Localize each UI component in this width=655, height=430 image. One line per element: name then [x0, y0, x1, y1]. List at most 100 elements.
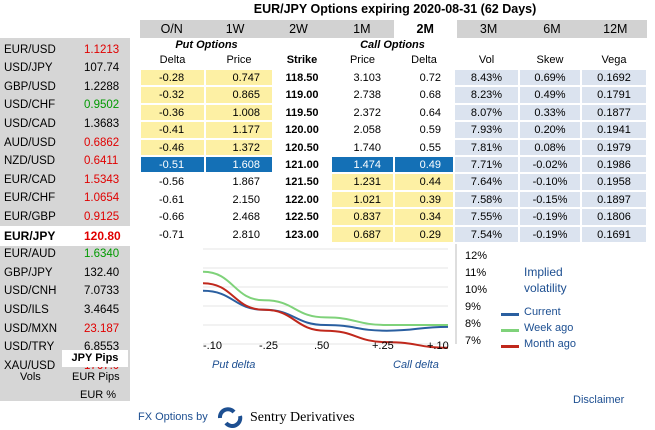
table-cell[interactable]: 120.50	[273, 138, 331, 156]
table-cell[interactable]: 2.738	[331, 86, 394, 104]
table-cell[interactable]: 0.72	[394, 69, 454, 87]
pair-row-eur-gbp[interactable]: EUR/GBP 0.9125	[0, 207, 130, 226]
table-cell[interactable]: 119.50	[273, 103, 331, 122]
pair-price: 0.9125	[84, 210, 120, 223]
table-cell[interactable]: 0.29	[394, 225, 454, 243]
table-cell: -0.19%	[519, 208, 581, 226]
table-cell[interactable]: -0.46	[140, 138, 205, 156]
table-cell[interactable]: 1.177	[205, 121, 273, 139]
implied-vol-chart	[195, 244, 465, 354]
column-header-vol: Vol	[478, 54, 495, 66]
pair-row-eur-usd[interactable]: EUR/USD 1.1213	[0, 40, 130, 59]
tab-12m[interactable]: 12M	[603, 22, 628, 36]
table-cell[interactable]: 118.50	[273, 69, 331, 87]
table-cell[interactable]: 1.608	[205, 156, 273, 174]
series-line-current	[202, 289, 449, 332]
table-cell[interactable]: 0.59	[394, 121, 454, 139]
table-cell[interactable]: 1.008	[205, 103, 273, 122]
table-cell[interactable]: 1.021	[331, 190, 394, 209]
pair-price: 0.9502	[84, 99, 120, 112]
table-cell[interactable]: -0.28	[140, 69, 205, 87]
tab-2w[interactable]: 2W	[289, 22, 308, 36]
table-cell[interactable]: 1.740	[331, 138, 394, 156]
call-options-header: Call Options	[360, 39, 425, 51]
table-cell[interactable]: -0.51	[140, 156, 205, 174]
table-cell[interactable]: -0.71	[140, 225, 205, 243]
pair-row-usd-chf[interactable]: USD/CHF 0.9502	[0, 96, 130, 115]
table-cell[interactable]: 0.44	[394, 173, 454, 191]
table-cell[interactable]: -0.36	[140, 103, 205, 122]
table-cell[interactable]: 122.00	[273, 190, 331, 209]
table-cell: 7.71%	[454, 156, 519, 174]
y-tick-label: 9%	[465, 301, 481, 313]
pair-price: 1.1213	[84, 43, 120, 56]
table-cell[interactable]: 121.00	[273, 156, 331, 174]
table-cell[interactable]: -0.56	[140, 173, 205, 191]
tab-1w[interactable]: 1W	[225, 22, 245, 36]
table-cell[interactable]: 3.103	[331, 69, 394, 87]
call-delta-label: Call delta	[393, 359, 439, 371]
table-cell[interactable]: 121.50	[273, 173, 331, 191]
tab-2m[interactable]: 2M	[393, 20, 457, 39]
tab-6m[interactable]: 6M	[543, 22, 561, 36]
pair-name: USD/CHF	[4, 99, 56, 112]
table-cell[interactable]: 1.474	[331, 156, 394, 174]
table-cell[interactable]: 2.468	[205, 208, 273, 226]
pair-row-usd-ils[interactable]: USD/ILS 3.4645	[0, 300, 130, 319]
pair-row-nzd-usd[interactable]: NZD/USD 0.6411	[0, 152, 130, 171]
pair-row-usd-cnh[interactable]: USD/CNH 7.0733	[0, 282, 130, 301]
pair-row-usd-cad[interactable]: USD/CAD 1.3683	[0, 114, 130, 133]
table-cell[interactable]: 2.810	[205, 225, 273, 243]
table-cell[interactable]: 0.837	[331, 208, 394, 226]
table-cell: 0.1806	[581, 208, 647, 226]
table-cell[interactable]: 0.687	[331, 225, 394, 243]
x-tick-label: -.25	[259, 340, 278, 352]
table-cell[interactable]: 0.39	[394, 190, 454, 209]
table-cell: 0.1877	[581, 103, 647, 122]
tab-on[interactable]: O/N	[160, 22, 183, 36]
disclaimer-link[interactable]: Disclaimer	[573, 394, 625, 406]
table-cell: 0.1897	[581, 190, 647, 209]
pair-row-eur-chf[interactable]: EUR/CHF 1.0654	[0, 189, 130, 208]
pair-row-usd-jpy[interactable]: USD/JPY 107.74	[0, 59, 130, 78]
column-header-skew: Skew	[536, 54, 564, 66]
pair-row-eur-cad[interactable]: EUR/CAD 1.5343	[0, 170, 130, 189]
pair-row-usd-mxn[interactable]: USD/MXN 23.187	[0, 319, 130, 338]
pair-name: USD/CAD	[4, 117, 56, 130]
pair-row-aud-usd[interactable]: AUD/USD 0.6862	[0, 133, 130, 152]
table-cell[interactable]: -0.32	[140, 86, 205, 104]
tab-1m[interactable]: 1M	[353, 22, 371, 36]
pair-price: 1.2288	[84, 80, 120, 93]
table-cell[interactable]: 0.64	[394, 103, 454, 122]
table-cell[interactable]: -0.66	[140, 208, 205, 226]
table-cell[interactable]: 123.00	[273, 225, 331, 243]
table-cell[interactable]: 122.50	[273, 208, 331, 226]
table-cell[interactable]: 120.00	[273, 121, 331, 139]
table-cell[interactable]: 0.747	[205, 69, 273, 87]
pair-row-eur-aud[interactable]: EUR/AUD 1.6340	[0, 245, 130, 264]
table-cell[interactable]: 0.34	[394, 208, 454, 226]
table-cell[interactable]: 1.372	[205, 138, 273, 156]
jpy-pips-option[interactable]: JPY Pips	[62, 350, 128, 367]
eur-pips-option[interactable]: EUR Pips	[72, 371, 120, 383]
pair-row-gbp-usd[interactable]: GBP/USD 1.2288	[0, 77, 130, 96]
eur-pct-option[interactable]: EUR %	[80, 389, 117, 401]
pair-row-eur-jpy[interactable]: EUR/JPY 120.80	[0, 226, 130, 246]
table-cell[interactable]: 0.55	[394, 138, 454, 156]
table-cell[interactable]: 0.865	[205, 86, 273, 104]
pair-row-gbp-jpy[interactable]: GBP/JPY 132.40	[0, 263, 130, 282]
table-cell[interactable]: 1.867	[205, 173, 273, 191]
table-cell[interactable]: 2.058	[331, 121, 394, 139]
x-tick-label: +.25	[372, 340, 394, 352]
legend-label-month-ago: Month ago	[524, 338, 576, 350]
table-cell[interactable]: 2.372	[331, 103, 394, 122]
tab-3m[interactable]: 3M	[479, 22, 498, 36]
table-cell[interactable]: 0.49	[394, 156, 454, 174]
table-cell[interactable]: 0.68	[394, 86, 454, 104]
table-cell[interactable]: -0.41	[140, 121, 205, 139]
table-cell[interactable]: 119.00	[273, 86, 331, 104]
legend-title: Implied volatility	[524, 265, 567, 295]
table-cell[interactable]: 1.231	[331, 173, 394, 191]
table-cell[interactable]: -0.61	[140, 190, 205, 209]
table-cell[interactable]: 2.150	[205, 190, 273, 209]
